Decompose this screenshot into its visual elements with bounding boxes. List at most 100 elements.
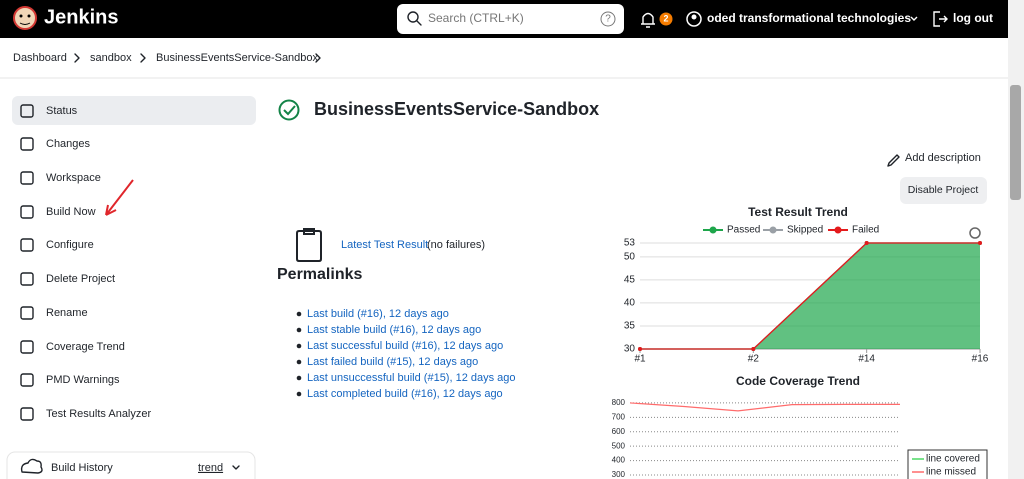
y-tick-label: 700 <box>612 412 626 421</box>
sidebar-item[interactable]: Configure <box>46 239 94 251</box>
breadcrumb-separator <box>315 53 321 63</box>
bullet <box>296 375 302 381</box>
sidebar-item[interactable]: PMD Warnings <box>46 374 120 386</box>
y-tick-label: 53 <box>624 238 636 249</box>
jenkins-logo[interactable] <box>13 6 37 30</box>
sidebar-icon <box>20 171 34 185</box>
permalinks-title: Permalinks <box>277 266 362 283</box>
legend-label[interactable]: Passed <box>727 225 760 236</box>
permalink[interactable]: Last stable build (#16), 12 days ago <box>307 324 481 336</box>
point <box>638 347 642 351</box>
sidebar-item[interactable]: Delete Project <box>46 273 115 285</box>
notification-count: 2 <box>663 13 668 23</box>
search-placeholder: Search (CTRL+K) <box>428 11 524 25</box>
legend-dot <box>834 226 842 234</box>
breadcrumb-separator <box>74 53 80 63</box>
user-icon-head <box>691 14 697 20</box>
permalink[interactable]: Last failed build (#15), 12 days ago <box>307 356 478 368</box>
legend-label[interactable]: Failed <box>852 225 879 236</box>
chart-title: Code Coverage Trend <box>736 374 860 388</box>
bullet <box>296 311 302 317</box>
bullet <box>296 391 302 397</box>
cloud-icon <box>20 458 43 474</box>
sidebar-item[interactable]: Workspace <box>46 172 101 184</box>
trend-link[interactable]: trend <box>198 462 223 474</box>
bell-icon[interactable] <box>641 12 655 28</box>
y-tick-label: 50 <box>624 251 636 262</box>
sidebar-icon <box>20 104 34 118</box>
disable-button-label[interactable]: Disable Project <box>908 184 979 196</box>
point <box>864 241 869 245</box>
bullet <box>296 327 302 333</box>
y-tick-label: 45 <box>624 275 636 286</box>
y-tick-label: 40 <box>624 298 636 309</box>
y-tick-label: 800 <box>612 398 626 407</box>
project-title: BusinessEventsService-Sandbox <box>314 99 599 119</box>
sidebar-item[interactable]: Test Results Analyzer <box>46 408 151 420</box>
sidebar: Status Changes Workspace Build Now Configure… <box>20 104 151 421</box>
breadcrumb[interactable]: Dashboard <box>13 52 67 64</box>
scrollbar-thumb[interactable] <box>1010 85 1021 200</box>
sidebar-icon <box>20 238 34 252</box>
settings-icon[interactable] <box>969 227 981 239</box>
add-description[interactable]: Add description <box>905 152 981 164</box>
disable-button[interactable] <box>900 177 987 204</box>
search-icon-handle <box>416 20 422 26</box>
legend-label[interactable]: Skipped <box>787 225 823 236</box>
permalink[interactable]: Last unsuccessful build (#15), 12 days a… <box>307 372 516 384</box>
trend-chevron[interactable] <box>232 465 240 470</box>
brand[interactable]: Jenkins <box>44 6 118 28</box>
series-line <box>640 242 980 350</box>
permalink[interactable]: Last build (#16), 12 days ago <box>307 308 449 320</box>
x-tick-label: #16 <box>972 354 989 365</box>
sidebar-icon <box>20 373 34 387</box>
logout[interactable]: log out <box>953 11 993 25</box>
user-name[interactable]: oded transformational technologies <box>707 11 911 25</box>
y-tick-label: 30 <box>624 344 636 355</box>
sidebar-item[interactable]: Status <box>46 105 78 117</box>
charts: Test Result Trend 30 35 40 45 50 53 #1 #2 #14 #16 P… <box>612 205 989 479</box>
permalink[interactable]: Last completed build (#16), 12 days ago <box>307 388 503 400</box>
search-icon <box>407 11 419 23</box>
y-tick-label: 400 <box>612 456 626 465</box>
permalink[interactable]: Last successful build (#16), 12 days ago <box>307 340 503 352</box>
x-tick-label: #14 <box>858 354 875 365</box>
status-icon <box>278 99 300 121</box>
sidebar-icon <box>20 272 34 286</box>
user-chevron[interactable] <box>910 16 918 21</box>
search-help[interactable]: ? <box>605 14 611 25</box>
sidebar-item[interactable]: Coverage Trend <box>46 341 125 353</box>
legend-box <box>907 449 988 479</box>
help-circle[interactable] <box>600 11 616 27</box>
y-tick-label: 35 <box>624 321 636 332</box>
chart-title: Test Result Trend <box>748 205 848 219</box>
sidebar-icon <box>20 340 34 354</box>
logout-icon[interactable] <box>933 11 948 27</box>
breadcrumb-separator <box>140 53 146 63</box>
x-tick-label: #2 <box>748 354 760 365</box>
sidebar-item[interactable]: Rename <box>46 307 88 319</box>
latest-test-result[interactable]: Latest Test Result <box>341 239 428 251</box>
y-tick-label: 300 <box>612 470 626 479</box>
breadcrumb[interactable]: BusinessEventsService-Sandbox <box>156 52 319 64</box>
breadcrumb[interactable]: sandbox <box>90 52 132 64</box>
badge <box>659 12 673 26</box>
point <box>751 347 756 351</box>
active-item-bg <box>12 96 256 125</box>
search-box[interactable] <box>397 4 624 34</box>
sidebar-item[interactable]: Build Now <box>46 206 96 218</box>
sidebar-item[interactable]: Changes <box>46 138 91 150</box>
user-icon[interactable] <box>686 11 702 27</box>
sidebar-icon <box>20 407 34 421</box>
x-tick-label: #1 <box>634 354 646 365</box>
edit-icon[interactable] <box>887 154 900 167</box>
red-arrow <box>105 179 134 216</box>
point <box>978 241 982 245</box>
clipboard-icon <box>296 228 322 262</box>
build-history-box <box>6 451 256 479</box>
sidebar-icon <box>20 205 34 219</box>
scrollbar-track <box>1008 0 1024 479</box>
